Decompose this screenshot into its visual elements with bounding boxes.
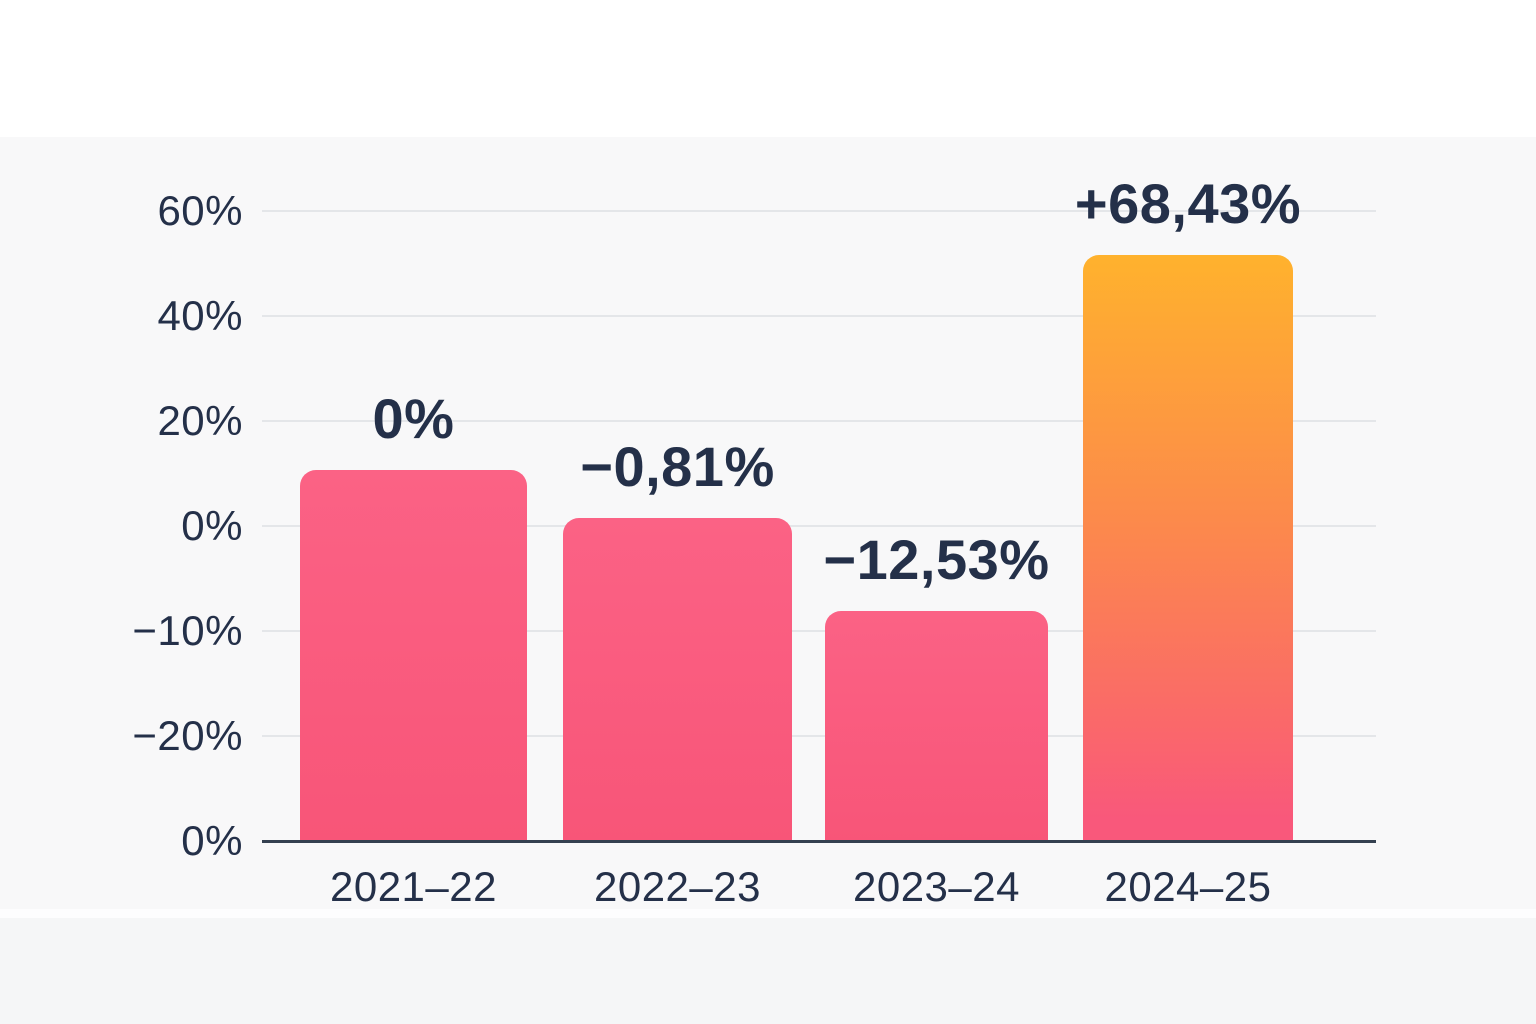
gridline	[262, 420, 1376, 422]
y-tick-label: 0%	[181, 817, 243, 864]
gridline	[262, 315, 1376, 317]
gridline	[262, 210, 1376, 212]
x-axis-label: 2021–22	[329, 863, 497, 910]
background-band-bottom	[0, 918, 1536, 1024]
bar-2023-24	[825, 611, 1048, 842]
y-tick-label: 40%	[157, 292, 243, 339]
gridline	[262, 525, 1376, 527]
bar-2024-25	[1083, 255, 1293, 842]
bar-value-label: 0%	[372, 387, 455, 450]
gridline	[262, 735, 1376, 737]
bar-value-label: −12,53%	[823, 528, 1050, 591]
y-tick-label: 0%	[181, 502, 243, 549]
gridline	[262, 630, 1376, 632]
y-tick-label: 60%	[157, 187, 243, 234]
bar-2022-23	[563, 518, 792, 842]
background-band-top	[0, 0, 1536, 137]
y-tick-label: 20%	[157, 397, 243, 444]
bar-2021-22	[300, 470, 527, 842]
x-axis-line-overlay	[262, 840, 1376, 843]
y-tick-label: −20%	[132, 712, 243, 759]
x-axis-label: 2024–25	[1104, 863, 1272, 910]
bar-value-label: +68,43%	[1074, 172, 1302, 235]
x-axis-label: 2023–24	[852, 863, 1020, 910]
y-tick-label: −10%	[132, 607, 243, 654]
bar-value-label: −0,81%	[580, 435, 775, 498]
background-band-strip	[0, 909, 1536, 918]
x-axis-label: 2022–23	[593, 863, 761, 910]
